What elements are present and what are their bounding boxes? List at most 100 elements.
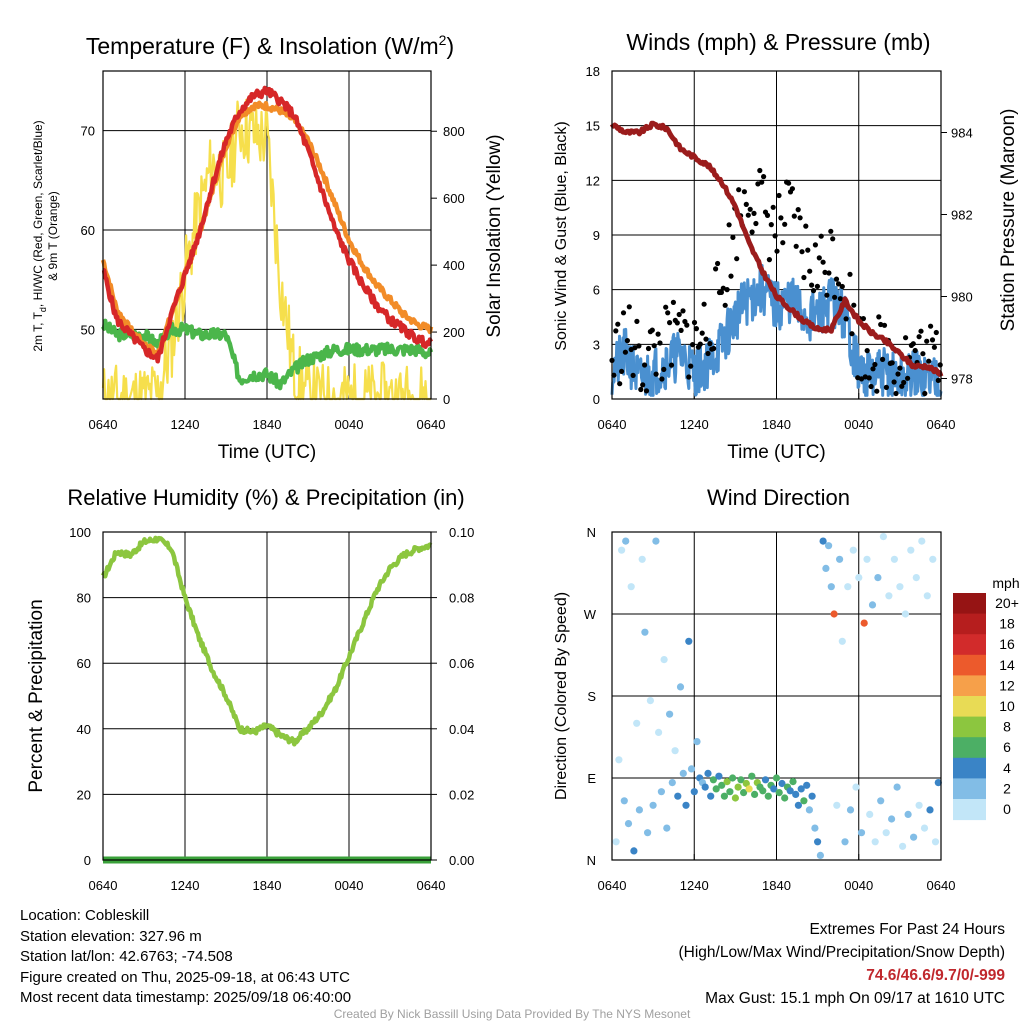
gust-point bbox=[920, 351, 926, 357]
gust-point bbox=[897, 365, 903, 371]
rh-ytick-label: 80 bbox=[77, 591, 91, 606]
gust-point bbox=[741, 189, 748, 195]
direction-point bbox=[915, 801, 923, 809]
precip-ytick-label: 0.08 bbox=[449, 591, 474, 606]
dir-frame bbox=[611, 531, 942, 861]
gust-point bbox=[891, 379, 897, 385]
rh-ytick-label: 40 bbox=[77, 722, 91, 737]
gust-point bbox=[832, 294, 838, 300]
direction-point bbox=[786, 787, 794, 795]
rh-xtick-label: 0640 bbox=[89, 878, 118, 893]
direction-point bbox=[641, 628, 649, 636]
credit-line: Created By Nick Bassill Using Data Provi… bbox=[333, 1007, 691, 1021]
gust-point bbox=[903, 335, 909, 341]
gust-point bbox=[910, 341, 916, 347]
direction-point bbox=[811, 824, 819, 832]
temp-ytick-label: 50 bbox=[81, 322, 95, 337]
wind-xtick-label: 0640 bbox=[598, 417, 627, 432]
direction-point bbox=[622, 537, 630, 545]
direction-point bbox=[770, 785, 778, 793]
gust-point bbox=[810, 288, 817, 294]
figure-created: Figure created on Thu, 2025-09-18, at 06… bbox=[20, 968, 350, 986]
gust-point bbox=[622, 349, 629, 355]
dir-ytick-label: E bbox=[587, 771, 596, 786]
temp-ytick-label: 70 bbox=[81, 124, 95, 139]
gust-point bbox=[701, 301, 707, 307]
gust-point bbox=[795, 207, 801, 213]
gust-point bbox=[843, 316, 849, 322]
colorbar-label: 8 bbox=[1003, 719, 1011, 735]
gust-point bbox=[638, 386, 644, 393]
gust-point bbox=[766, 257, 773, 263]
max-gust: Max Gust: 15.1 mph On 09/17 at 1610 UTC bbox=[705, 990, 1005, 1007]
rh-xtick-label: 1840 bbox=[253, 878, 282, 893]
direction-point bbox=[761, 776, 770, 784]
direction-point bbox=[844, 583, 852, 591]
rh-frame bbox=[102, 531, 432, 861]
wind-ytick-label: 9 bbox=[593, 228, 600, 243]
gust-point bbox=[751, 210, 757, 216]
temp-frame bbox=[102, 70, 432, 400]
gust-point bbox=[835, 281, 842, 287]
direction-point bbox=[794, 801, 803, 809]
gust-point bbox=[929, 337, 936, 343]
gust-point bbox=[786, 180, 792, 186]
colorbar-label: 6 bbox=[1003, 739, 1011, 755]
direction-point bbox=[893, 783, 901, 791]
gust-point bbox=[828, 228, 834, 234]
dir-xtick-label: 0640 bbox=[927, 878, 956, 893]
wind-xlabel: Time (UTC) bbox=[727, 442, 826, 463]
gust-point bbox=[724, 287, 730, 293]
colorbar-title: mph bbox=[992, 575, 1019, 591]
gust-point bbox=[860, 316, 867, 322]
gust-point bbox=[634, 318, 640, 324]
direction-point bbox=[890, 555, 899, 563]
direction-point bbox=[704, 769, 712, 778]
direction-point bbox=[920, 824, 929, 832]
direction-point bbox=[618, 546, 626, 554]
rh-xtick-label: 0040 bbox=[335, 878, 364, 893]
direction-point bbox=[731, 794, 740, 802]
direction-point bbox=[874, 574, 882, 582]
direction-point bbox=[912, 574, 920, 582]
gust-point bbox=[937, 362, 943, 368]
direction-point bbox=[781, 794, 789, 802]
direction-point bbox=[904, 810, 912, 819]
gust-point bbox=[670, 299, 677, 305]
gust-point bbox=[799, 249, 805, 255]
rh-xtick-label: 0640 bbox=[417, 878, 446, 893]
gust-point bbox=[851, 302, 857, 308]
gust-point bbox=[745, 212, 751, 218]
gust-point bbox=[912, 347, 918, 354]
gust-point bbox=[615, 321, 621, 327]
direction-point bbox=[888, 815, 896, 823]
direction-point bbox=[849, 546, 857, 554]
extremes-title: Extremes For Past 24 Hours bbox=[809, 921, 1005, 938]
direction-point bbox=[899, 842, 907, 850]
station-location: Location: Cobleskill bbox=[20, 907, 150, 924]
direction-point bbox=[620, 797, 628, 805]
gust-point bbox=[824, 292, 830, 298]
direction-point bbox=[676, 683, 685, 691]
gust-point bbox=[847, 271, 853, 277]
colorbar-label: 12 bbox=[999, 677, 1015, 693]
gust-point bbox=[655, 331, 661, 337]
gust-point bbox=[805, 247, 811, 253]
rh-ytick-label: 60 bbox=[77, 656, 91, 671]
direction-point bbox=[846, 806, 855, 814]
direction-point bbox=[745, 785, 753, 793]
direction-point bbox=[857, 829, 866, 837]
direction-point bbox=[630, 847, 638, 855]
direction-point bbox=[868, 601, 877, 609]
direction-point bbox=[715, 772, 723, 780]
direction-point bbox=[910, 833, 918, 841]
gust-point bbox=[636, 343, 642, 349]
direction-point bbox=[671, 747, 679, 755]
gust-point bbox=[649, 327, 655, 333]
direction-point bbox=[827, 583, 835, 591]
direction-point bbox=[838, 637, 846, 645]
temp-title-end: ) bbox=[446, 33, 454, 59]
gust-point bbox=[874, 388, 880, 394]
direction-point bbox=[797, 785, 805, 793]
wind-ytick-label: 12 bbox=[586, 173, 600, 188]
